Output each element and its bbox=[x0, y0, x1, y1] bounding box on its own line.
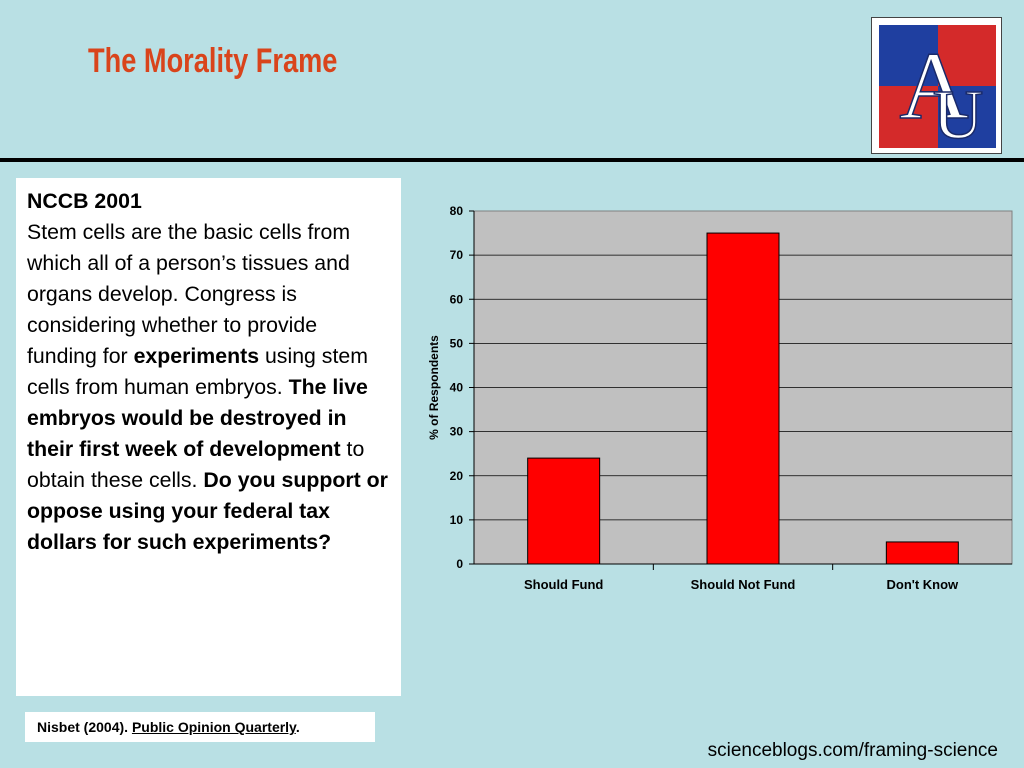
y-tick-label: 60 bbox=[450, 292, 464, 306]
au-logo: A U bbox=[871, 17, 1002, 155]
title-divider bbox=[0, 158, 1024, 162]
citation-journal: Public Opinion Quarterly bbox=[131, 719, 296, 735]
question-emphasis: The live embryos would be destroyed in t… bbox=[27, 375, 368, 461]
question-emphasis: Do you support or oppose using your fede… bbox=[27, 468, 388, 554]
source-url: scienceblogs.com/framing-science bbox=[707, 740, 998, 761]
y-tick-label: 40 bbox=[450, 381, 464, 395]
bar bbox=[706, 232, 780, 565]
y-axis-title: % of Respondents bbox=[427, 335, 441, 440]
svg-text:A: A bbox=[899, 32, 968, 139]
y-tick-label: 70 bbox=[450, 248, 464, 262]
bar bbox=[527, 457, 601, 565]
citation-prefix: Nisbet (2004). bbox=[37, 719, 132, 735]
y-tick-label: 80 bbox=[450, 204, 464, 218]
y-tick-label: 30 bbox=[450, 425, 464, 439]
question-body: Stem cells are the basic cells from whic… bbox=[27, 217, 391, 558]
svg-text:U: U bbox=[933, 77, 984, 154]
x-category-label: Don't Know bbox=[886, 577, 959, 592]
question-heading: NCCB 2001 bbox=[27, 189, 142, 213]
y-tick-label: 10 bbox=[450, 513, 464, 527]
question-emphasis: experiments bbox=[133, 344, 260, 368]
y-tick-label: 0 bbox=[456, 557, 463, 571]
citation-suffix: . bbox=[295, 719, 300, 735]
question-text: using stem cells from human embryos. bbox=[27, 344, 368, 399]
y-tick-label: 50 bbox=[450, 336, 464, 350]
bar bbox=[885, 541, 959, 565]
x-category-label: Should Fund bbox=[524, 577, 603, 592]
question-text: Stem cells are the basic cells from whic… bbox=[27, 220, 351, 368]
citation-box: Nisbet (2004). Public Opinion Quarterly. bbox=[25, 712, 375, 742]
question-text-box: NCCB 2001 Stem cells are the basic cells… bbox=[16, 178, 401, 696]
slide-title: The Morality Frame bbox=[88, 42, 338, 80]
y-tick-label: 20 bbox=[450, 469, 464, 483]
x-category-label: Should Not Fund bbox=[691, 577, 796, 592]
question-text: to obtain these cells. bbox=[27, 437, 365, 492]
